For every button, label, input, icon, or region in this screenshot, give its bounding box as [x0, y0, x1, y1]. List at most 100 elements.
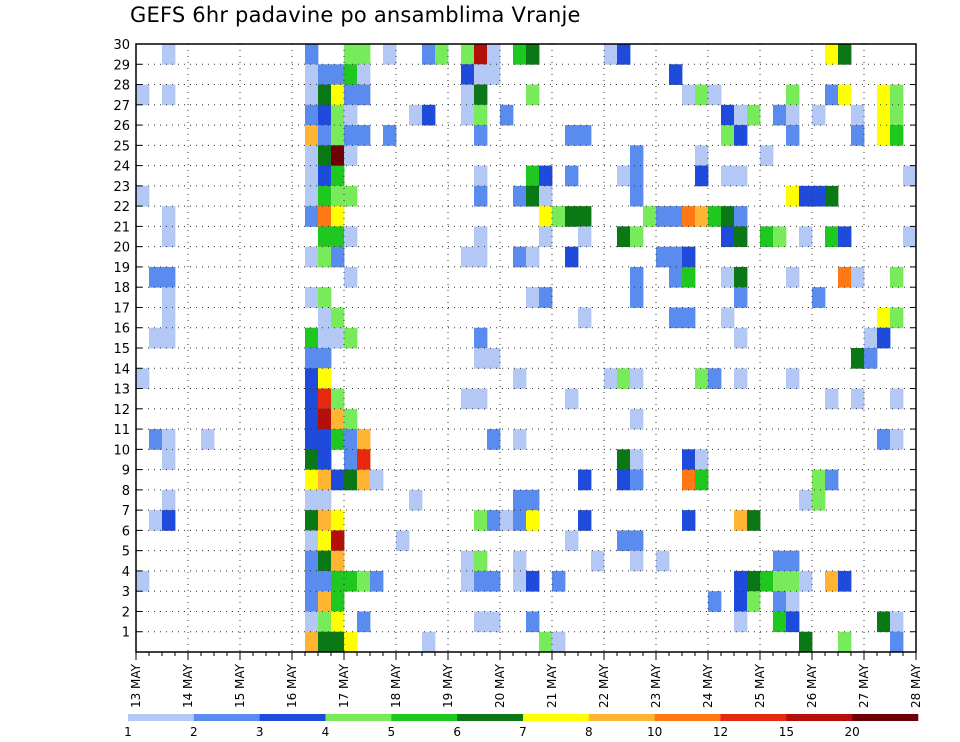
heatmap-cell: [903, 165, 917, 187]
heatmap-cell: [786, 368, 800, 389]
heatmap-cell: [786, 570, 800, 592]
heatmap-cell: [890, 266, 904, 288]
heatmap-cell: [474, 84, 488, 106]
heatmap-cell: [851, 125, 865, 146]
heatmap-cell: [461, 246, 475, 268]
heatmap-cell: [682, 510, 696, 531]
heatmap-cell: [630, 449, 644, 470]
heatmap-cell: [890, 104, 904, 126]
heatmap-cell: [162, 327, 176, 349]
y-tick-label: 19: [113, 261, 130, 276]
heatmap-cell: [344, 449, 358, 470]
heatmap-cell: [461, 550, 475, 572]
x-tick-label: 23 MAY: [649, 663, 663, 708]
heatmap-cell: [331, 246, 345, 268]
heatmap-cell: [799, 226, 813, 248]
heatmap-cell: [851, 104, 865, 126]
heatmap-cell: [162, 84, 176, 106]
y-tick-label: 1: [122, 626, 130, 641]
y-tick-label: 8: [122, 484, 130, 499]
heatmap-cell: [838, 570, 852, 592]
heatmap-cell: [344, 64, 358, 85]
y-tick-label: 21: [113, 220, 130, 235]
heatmap-cell: [851, 348, 865, 369]
y-tick-label: 24: [113, 160, 130, 175]
colorbar-label: 2: [190, 725, 198, 739]
heatmap-cell: [630, 368, 644, 389]
heatmap-cell: [565, 530, 579, 552]
heatmap-cell: [318, 591, 332, 612]
heatmap-cell: [890, 388, 904, 410]
heatmap-cell: [695, 206, 709, 227]
heatmap-cell: [669, 307, 683, 329]
heatmap-cell: [162, 44, 176, 65]
heatmap-cell: [721, 226, 735, 248]
heatmap-cell: [513, 550, 527, 572]
heatmap-cell: [331, 145, 345, 166]
heatmap-cell: [461, 84, 475, 106]
heatmap-cell: [695, 449, 709, 470]
heatmap-cell: [734, 611, 748, 633]
heatmap-cell: [474, 348, 488, 369]
colorbar-label: 4: [322, 725, 330, 739]
heatmap-cell: [734, 266, 748, 288]
x-tick-label: 13 MAY: [129, 663, 143, 708]
heatmap-cell: [344, 631, 358, 653]
heatmap-cell: [162, 449, 176, 470]
heatmap-cell: [331, 408, 345, 430]
heatmap-cell: [487, 570, 501, 592]
heatmap-cell: [474, 327, 488, 349]
heatmap-cell: [747, 104, 761, 126]
heatmap-cell: [513, 185, 527, 207]
heatmap-cell: [825, 84, 839, 106]
heatmap-cell: [344, 469, 358, 491]
heatmap-cell: [760, 226, 774, 248]
colorbar-swatch: [720, 714, 787, 721]
heatmap-cell: [526, 165, 540, 187]
heatmap-cell: [565, 125, 579, 146]
heatmap-cell: [162, 206, 176, 227]
heatmap-cell: [552, 631, 566, 653]
heatmap-cell: [474, 246, 488, 268]
heatmap-cell: [331, 591, 345, 612]
heatmap-cell: [162, 307, 176, 329]
heatmap-cell: [734, 327, 748, 349]
heatmap-cell: [773, 611, 787, 633]
heatmap-cell: [656, 550, 670, 572]
heatmap-cell: [578, 226, 592, 248]
heatmap-cell: [773, 570, 787, 592]
heatmap-cell: [318, 469, 332, 491]
heatmap-cell: [721, 206, 735, 227]
heatmap-cell: [513, 246, 527, 268]
heatmap-cell: [617, 226, 631, 248]
heatmap-cell: [305, 611, 319, 633]
colorbar-label: 12: [713, 725, 728, 739]
heatmap-cell: [812, 185, 826, 207]
heatmap-cell: [838, 226, 852, 248]
heatmap-cell: [682, 206, 696, 227]
heatmap-cell: [344, 408, 358, 430]
heatmap-cell: [552, 206, 566, 227]
heatmap-cell: [305, 64, 319, 85]
heatmap-cell: [136, 84, 150, 106]
y-tick-label: 27: [113, 99, 130, 114]
heatmap-cell: [812, 489, 826, 511]
heatmap-cell: [539, 631, 553, 653]
heatmap-cell: [318, 226, 332, 248]
x-tick-label: 20 MAY: [493, 663, 507, 708]
heatmap-cell: [877, 125, 891, 146]
heatmap-cell: [357, 84, 371, 106]
heatmap-cell: [500, 104, 514, 126]
colorbar-swatch: [193, 714, 260, 721]
colorbar-label: 8: [585, 725, 593, 739]
heatmap-cell: [890, 631, 904, 653]
y-tick-label: 16: [113, 322, 130, 337]
heatmap-cell: [734, 591, 748, 612]
colorbar-label: 1: [124, 725, 132, 739]
heatmap-cell: [318, 510, 332, 531]
heatmap-cell: [669, 64, 683, 85]
heatmap-cell: [305, 368, 319, 389]
heatmap-cell: [318, 246, 332, 268]
heatmap-cell: [435, 44, 449, 65]
heatmap-cell: [344, 145, 358, 166]
